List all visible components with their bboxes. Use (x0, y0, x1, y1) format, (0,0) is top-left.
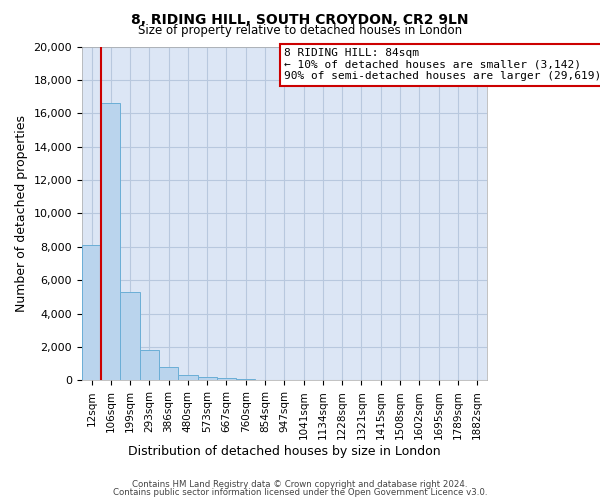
X-axis label: Distribution of detached houses by size in London: Distribution of detached houses by size … (128, 444, 440, 458)
Bar (197, 377, 217, 380)
Bar (101, 104, 121, 380)
Text: Contains HM Land Registry data © Crown copyright and database right 2024.: Contains HM Land Registry data © Crown c… (132, 480, 468, 489)
Y-axis label: Number of detached properties: Number of detached properties (15, 115, 28, 312)
Bar (121, 292, 140, 380)
Bar (178, 376, 197, 380)
Bar (217, 378, 236, 380)
Bar (140, 350, 159, 380)
Text: 8 RIDING HILL: 84sqm
← 10% of detached houses are smaller (3,142)
90% of semi-de: 8 RIDING HILL: 84sqm ← 10% of detached h… (284, 48, 600, 82)
Bar (82, 245, 101, 380)
Text: Size of property relative to detached houses in London: Size of property relative to detached ho… (138, 24, 462, 37)
Text: 8, RIDING HILL, SOUTH CROYDON, CR2 9LN: 8, RIDING HILL, SOUTH CROYDON, CR2 9LN (131, 12, 469, 26)
Text: Contains public sector information licensed under the Open Government Licence v3: Contains public sector information licen… (113, 488, 487, 497)
Bar (159, 367, 178, 380)
Bar (236, 379, 256, 380)
